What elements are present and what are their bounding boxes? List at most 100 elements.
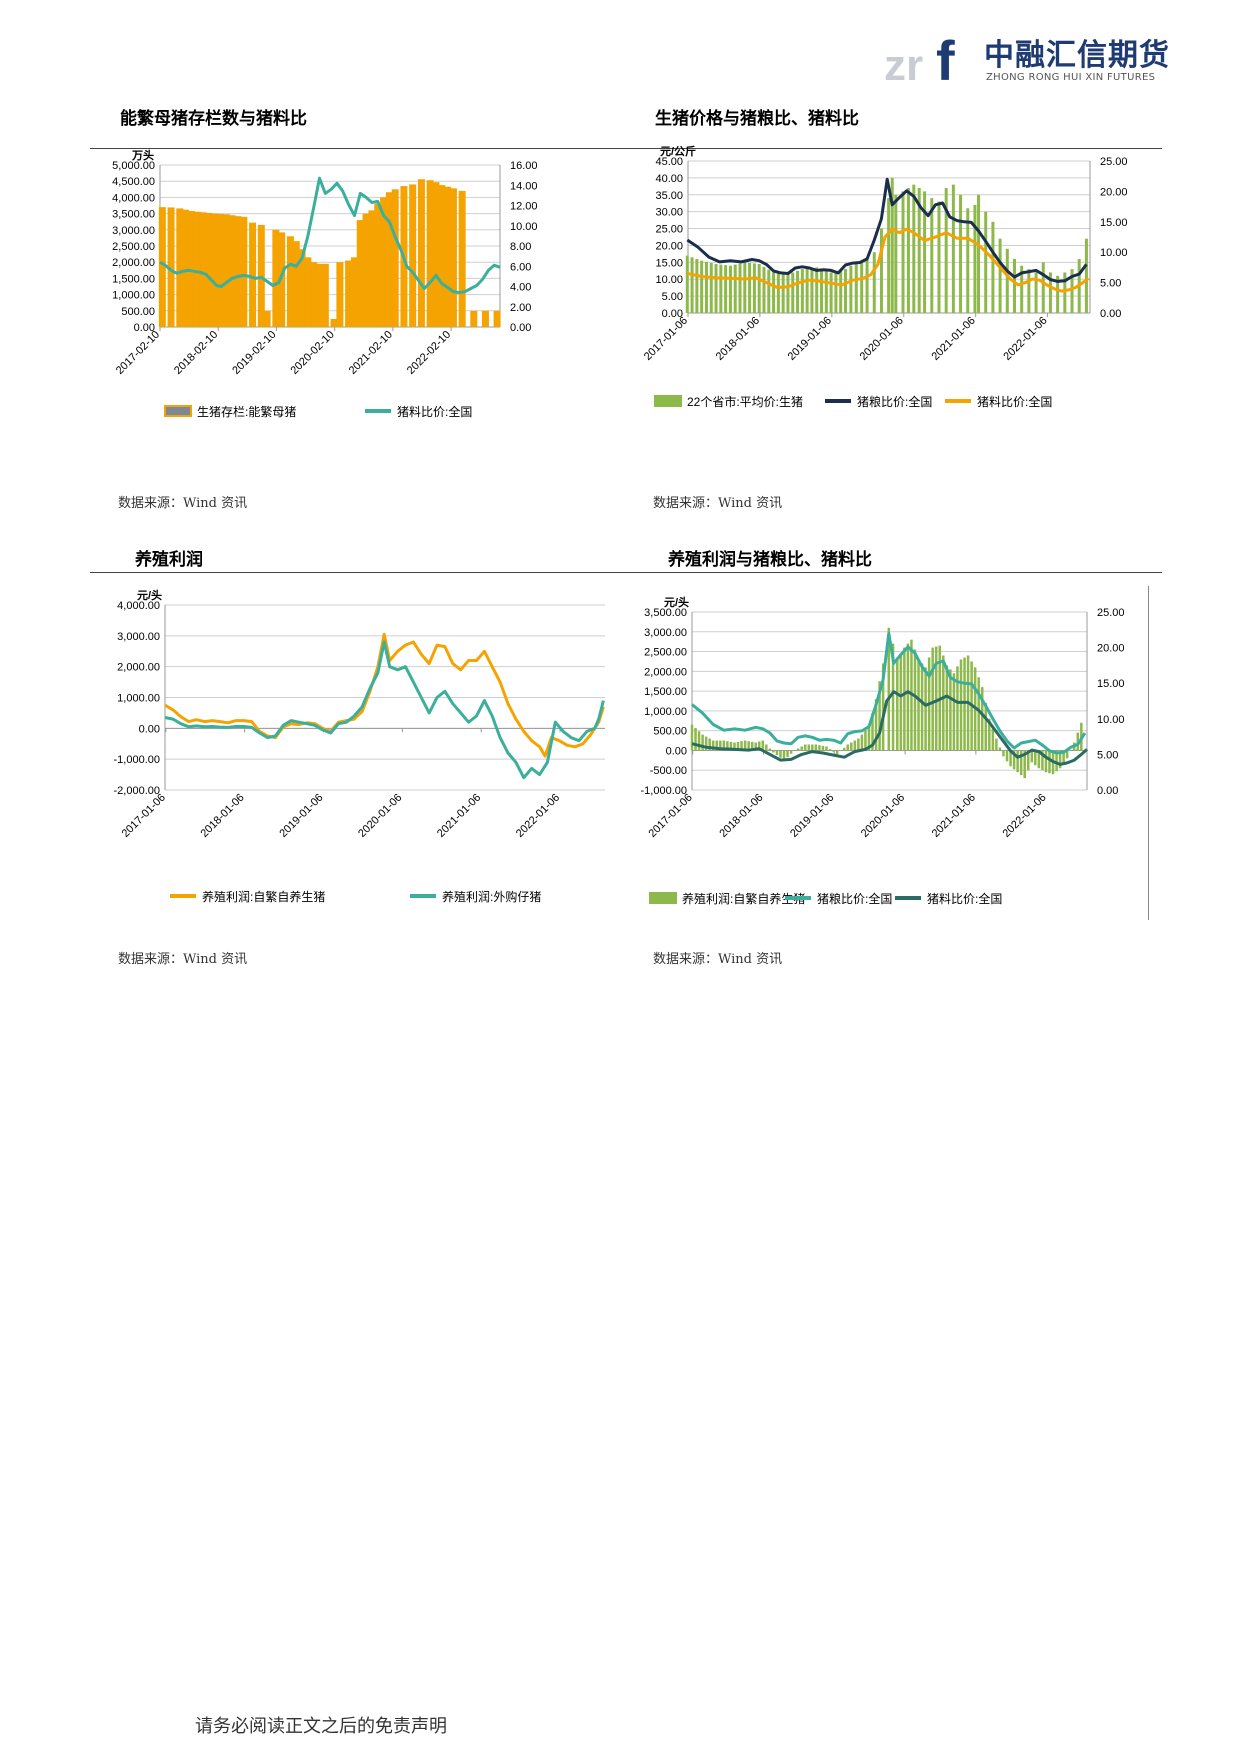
c4-bar bbox=[977, 677, 980, 751]
c1-y2tick-label: 10.00 bbox=[510, 221, 538, 233]
c1-xtick-label: 2022-02-10 bbox=[405, 329, 453, 377]
c1-legend-label: 猪料比价:全国 bbox=[397, 404, 472, 419]
c4-bar bbox=[896, 659, 899, 751]
c1-bar bbox=[444, 186, 452, 327]
c4-series-line bbox=[691, 631, 1087, 755]
c4-bar bbox=[814, 744, 818, 751]
c4-y2tick-label: 10.00 bbox=[1097, 714, 1125, 726]
c4-ytick-label: 1,500.00 bbox=[644, 686, 687, 698]
c4-bar bbox=[768, 748, 772, 751]
c1-bar bbox=[286, 236, 294, 327]
c2-bar bbox=[966, 208, 970, 313]
c4-legend-label: 养殖利润:自繁自养生猪 bbox=[682, 891, 805, 906]
c2-bar bbox=[815, 267, 819, 313]
section-title-3: 养殖利润 bbox=[135, 550, 203, 570]
c1-y2tick-label: 0.00 bbox=[510, 322, 531, 334]
c1-bar bbox=[158, 207, 166, 327]
c4-ytick-label: 1,000.00 bbox=[644, 706, 687, 718]
logo-sub-text: ZHONG RONG HUI XIN FUTURES bbox=[986, 72, 1156, 83]
c4-bar bbox=[920, 663, 924, 751]
c3-legend-label: 养殖利润:自繁自养生猪 bbox=[202, 889, 325, 904]
c4-bar bbox=[1041, 750, 1044, 771]
c1-bar bbox=[350, 257, 358, 327]
c2-bar bbox=[906, 188, 910, 313]
c4-bar bbox=[750, 741, 754, 751]
c1-ytick-label: 0.00 bbox=[134, 322, 155, 334]
c4-bar bbox=[1055, 750, 1058, 772]
c4-bar bbox=[881, 663, 885, 751]
chart-profit-ratios: 元/头 3,500.00 3,000.00 2,500.00 2,000.00 1,500… bbox=[630, 580, 1150, 920]
c2-bar bbox=[733, 264, 737, 313]
c2-bar bbox=[743, 262, 747, 313]
c1-bar bbox=[234, 216, 242, 327]
c4-bar bbox=[1034, 750, 1037, 766]
c4-ytick-label: 2,000.00 bbox=[644, 666, 687, 678]
c1-xtick-label: 2017-02-10 bbox=[114, 329, 162, 377]
c2-y2tick-label: 10.00 bbox=[1100, 247, 1128, 259]
c2-ytick-label: 10.00 bbox=[655, 274, 683, 286]
c2-ytick-label: 45.00 bbox=[655, 156, 683, 168]
svg-text:zr: zr bbox=[884, 41, 923, 90]
source-note-3: 数据来源：Wind 资讯 bbox=[118, 952, 248, 967]
c2-y2tick-label: 25.00 bbox=[1100, 156, 1128, 168]
c2-y2tick-label: 20.00 bbox=[1100, 186, 1128, 198]
c1-bar bbox=[278, 232, 286, 327]
c4-bar bbox=[1037, 750, 1041, 769]
c4-bar bbox=[956, 666, 959, 751]
c2-bar bbox=[879, 228, 883, 313]
c3-unit-label: 元/头 bbox=[137, 588, 162, 602]
c4-bar bbox=[853, 740, 857, 751]
c4-y2tick-label: 5.00 bbox=[1097, 749, 1118, 761]
c4-bar bbox=[743, 740, 747, 751]
c2-bar bbox=[786, 274, 790, 313]
c4-bar bbox=[726, 741, 729, 751]
c2-xtick-label: 2019-01-06 bbox=[786, 315, 834, 363]
c4-bar bbox=[818, 745, 821, 751]
c1-bar bbox=[493, 310, 501, 327]
c2-bar bbox=[772, 272, 776, 313]
c2-bar bbox=[890, 177, 894, 313]
c4-series-line bbox=[691, 690, 1088, 766]
c1-bar bbox=[182, 209, 190, 327]
c4-bar bbox=[704, 736, 708, 751]
c2-bar bbox=[865, 258, 869, 313]
c2-bar bbox=[887, 198, 891, 313]
section-title-1: 能繁母猪存栏数与猪料比 bbox=[120, 109, 307, 129]
c4-bar bbox=[765, 744, 768, 751]
c2-bar bbox=[709, 262, 713, 313]
c4-bar bbox=[850, 742, 853, 751]
c4-bar bbox=[701, 734, 704, 751]
c4-bar bbox=[772, 750, 775, 753]
c2-ytick-label: 35.00 bbox=[655, 190, 683, 202]
c4-xtick-label: 2019-01-06 bbox=[788, 792, 836, 840]
c1-bar bbox=[330, 318, 338, 327]
c4-bar bbox=[832, 750, 835, 752]
c2-bar-group bbox=[685, 177, 1088, 313]
c1-bar bbox=[292, 241, 300, 327]
c3-series-line bbox=[164, 632, 605, 758]
c4-bar bbox=[708, 738, 711, 751]
c3-xtick-label: 2022-01-06 bbox=[514, 792, 562, 840]
c4-bar bbox=[1030, 750, 1034, 763]
c2-xtick-label: 2021-01-06 bbox=[929, 315, 977, 363]
c2-bar bbox=[951, 184, 955, 313]
c1-ytick-label: 3,500.00 bbox=[112, 209, 155, 221]
c2-bar bbox=[1056, 275, 1060, 313]
c4-bar bbox=[913, 649, 917, 751]
c1-y2tick-label: 14.00 bbox=[510, 180, 538, 192]
c4-bar bbox=[754, 742, 757, 751]
c4-bar bbox=[1058, 750, 1062, 769]
c4-bar bbox=[779, 750, 782, 758]
source-note-4: 数据来源：Wind 资讯 bbox=[653, 952, 783, 967]
divider-top bbox=[90, 148, 1162, 149]
c1-bar bbox=[222, 214, 230, 327]
c4-bar bbox=[949, 669, 952, 751]
section-title-2: 生猪价格与猪粮比、猪料比 bbox=[655, 109, 859, 129]
c1-bar bbox=[217, 213, 225, 327]
c2-y2tick-label: 5.00 bbox=[1100, 278, 1121, 290]
c2-ytick-label: 15.00 bbox=[655, 257, 683, 269]
c4-bar bbox=[690, 724, 694, 751]
c2-bar bbox=[796, 270, 800, 313]
c1-bar bbox=[458, 190, 466, 327]
c4-xtick-label: 2017-01-06 bbox=[647, 792, 695, 840]
